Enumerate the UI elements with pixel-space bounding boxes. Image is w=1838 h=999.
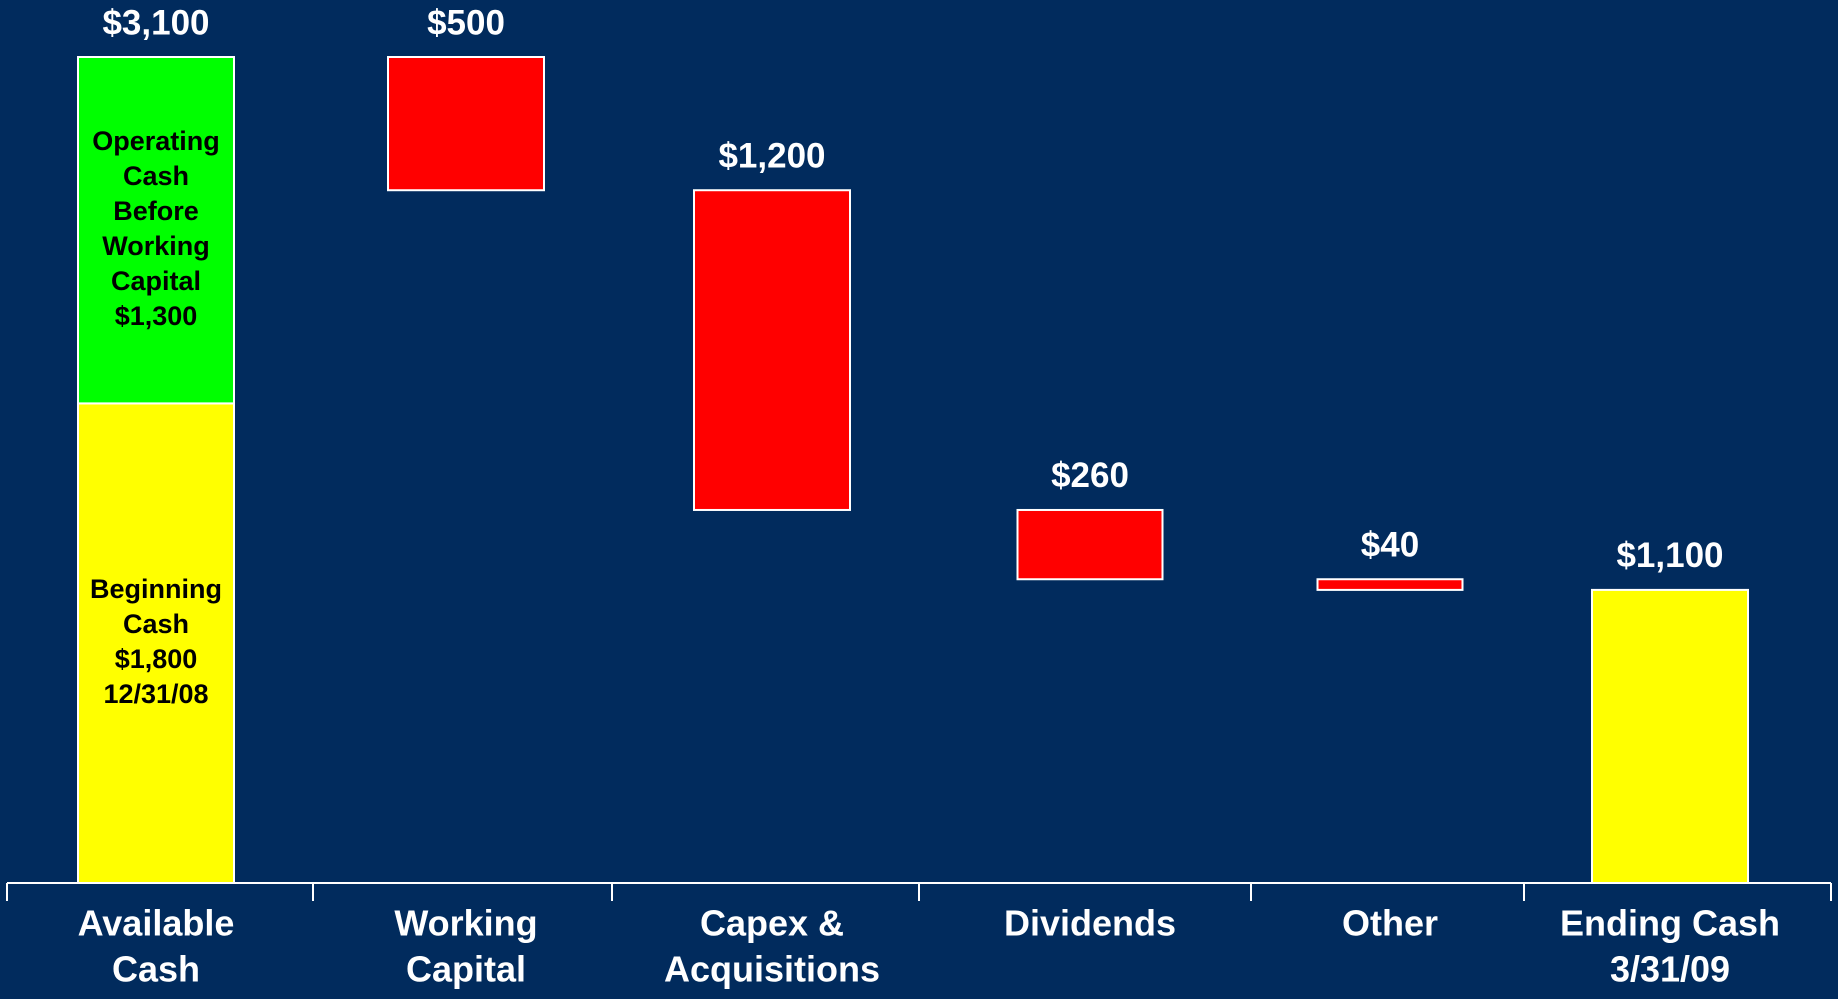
bar: [387, 56, 545, 192]
segment-label: $1,800: [115, 644, 198, 674]
x-tick-label: Capex &: [700, 903, 844, 944]
bar: [1316, 578, 1464, 591]
x-tick-label: Available: [78, 903, 235, 944]
segment-label: Operating: [92, 126, 220, 156]
value-label: $500: [427, 3, 505, 42]
value-label: $1,200: [718, 136, 825, 175]
segment-label: Working: [102, 231, 210, 261]
x-tick-label: Dividends: [1004, 903, 1176, 944]
value-label: $40: [1361, 525, 1419, 564]
value-label: $260: [1051, 456, 1129, 495]
x-tick-label: Ending Cash: [1560, 903, 1780, 944]
segment-label: $1,300: [115, 301, 198, 331]
x-tick-label: Capital: [406, 949, 526, 990]
x-tick-label: Cash: [112, 949, 200, 990]
bar: [1591, 588, 1749, 884]
segment-label: Cash: [123, 609, 189, 639]
segment-label: Capital: [111, 266, 201, 296]
total-label: $3,100: [102, 3, 209, 42]
bar: [693, 189, 851, 511]
bar: [1016, 508, 1164, 581]
segment-label: 12/31/08: [103, 679, 208, 709]
segment-label: Beginning: [90, 574, 222, 604]
x-axis: [6, 882, 1832, 901]
segment-label: Cash: [123, 161, 189, 191]
bar-segment: [77, 56, 235, 405]
value-label: $1,100: [1616, 536, 1723, 575]
x-tick-label: Other: [1342, 903, 1438, 944]
x-tick-label: Acquisitions: [664, 949, 880, 990]
bar-segment: [77, 402, 235, 884]
x-tick-label: Working: [394, 903, 537, 944]
segment-label: Before: [113, 196, 199, 226]
x-tick-label: 3/31/09: [1610, 949, 1730, 990]
